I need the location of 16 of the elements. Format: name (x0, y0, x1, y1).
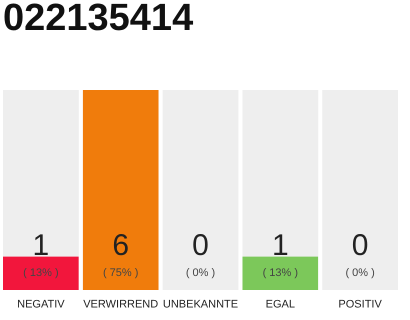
annotation: ( 0% ) (186, 267, 216, 279)
data-label: 1 (272, 229, 289, 262)
x-tick-label: EGAL (266, 298, 295, 310)
x-tick-label: VERWIRREND (83, 298, 158, 310)
x-tick-label: UNBEKANNTE (162, 298, 238, 310)
data-label: 6 (112, 229, 130, 262)
annotation: ( 13% ) (262, 267, 298, 279)
x-tick-label: POSITIV (338, 298, 382, 310)
annotation: ( 0% ) (345, 267, 375, 279)
data-label: 0 (352, 229, 368, 262)
x-tick-label: NEGATIV (17, 298, 66, 310)
chart-title: 022135414 (3, 0, 194, 39)
annotation: ( 13% ) (23, 267, 59, 279)
data-label: 0 (192, 229, 209, 262)
data-label: 1 (32, 229, 50, 262)
annotation: ( 75% ) (102, 267, 138, 279)
